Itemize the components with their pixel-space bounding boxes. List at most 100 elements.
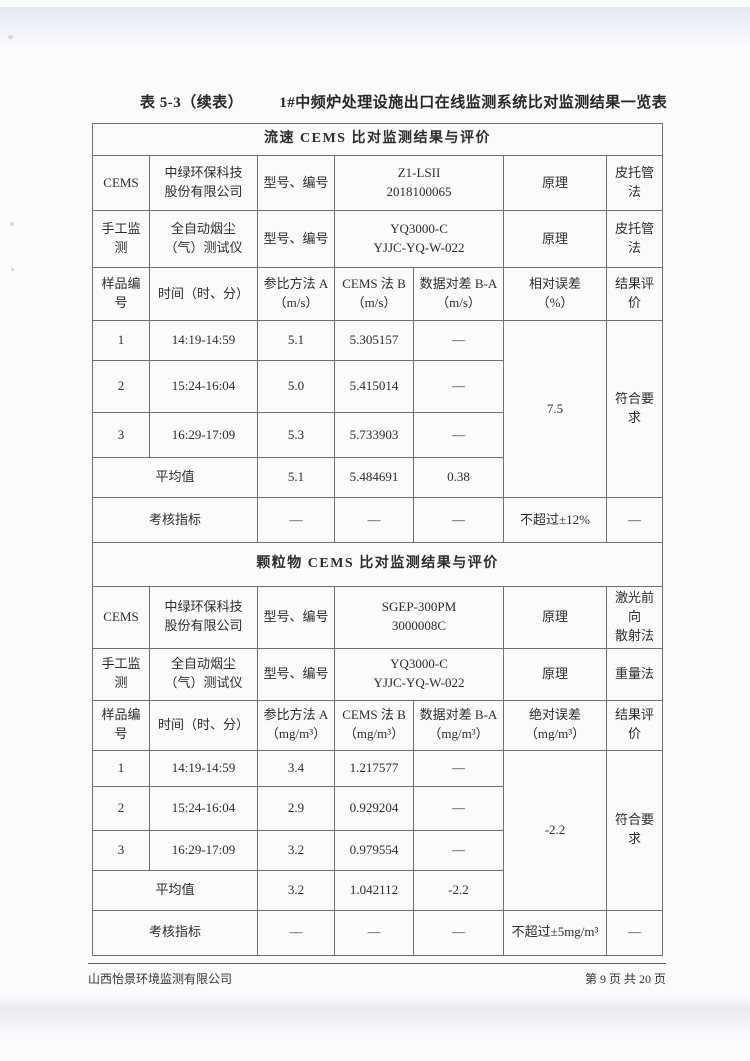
- pm-manual-device-row: 手工监测 全自动烟尘 （气）测试仪 型号、编号 YQ3000-C YJJC-YQ…: [92, 647, 663, 701]
- pm-section-title: 颗粒物 CEMS 比对监测结果与评价: [92, 542, 663, 587]
- diff-value-cell: —: [413, 320, 504, 361]
- col-header-error: 相对误差 （%）: [503, 267, 607, 321]
- ref-value-cell: 5.0: [257, 360, 335, 413]
- col-header-diff: 数据对差 B-A （m/s）: [413, 267, 504, 321]
- average-label-cell: 平均值: [92, 457, 258, 498]
- ref-value-cell: 3.2: [257, 869, 335, 911]
- flow-cems-device-row: CEMS 中绿环保科技 股份有限公司 型号、编号 Z1-LSII 2018100…: [92, 155, 663, 211]
- flow-section-title: 流速 CEMS 比对监测结果与评价: [92, 123, 663, 156]
- result-cell: 符合要求: [606, 749, 663, 911]
- model-label-cell: 型号、编号: [257, 210, 335, 268]
- flow-sample-row: 2 15:24-16:04 5.0 5.415014 —: [92, 360, 663, 413]
- scan-speckle: [10, 222, 14, 226]
- model-value-cell: YQ3000-C YJJC-YQ-W-022: [334, 210, 504, 268]
- flow-sample-row: 1 14:19-14:59 5.1 5.305157 — 7.5 符合要求: [92, 320, 663, 498]
- table-number-label: 表 5-3（续表）: [140, 95, 244, 111]
- time-cell: 14:19-14:59: [149, 749, 258, 787]
- time-cell: 14:19-14:59: [149, 320, 258, 361]
- result-cell: 符合要求: [606, 320, 663, 498]
- diff-value-cell: —: [413, 785, 504, 831]
- average-label-cell: 平均值: [92, 869, 258, 911]
- cems-value-cell: 0.929204: [334, 785, 414, 831]
- ref-value-cell: 5.1: [257, 457, 335, 498]
- ref-value-cell: —: [257, 497, 335, 543]
- cems-comparison-table: 流速 CEMS 比对监测结果与评价 CEMS 中绿环保科技 股份有限公司 型号、…: [92, 123, 663, 956]
- sample-no-cell: 3: [92, 829, 150, 871]
- diff-value-cell: —: [413, 749, 504, 787]
- ref-value-cell: 2.9: [257, 785, 335, 831]
- cems-value-cell: 1.217577: [334, 749, 414, 787]
- cems-value-cell: 1.042112: [334, 869, 414, 911]
- diff-value-cell: -2.2: [413, 869, 504, 911]
- cems-value-cell: —: [334, 909, 414, 956]
- cems-value-cell: 5.484691: [334, 457, 414, 498]
- model-value-cell: SGEP-300PM 3000008C: [334, 586, 504, 649]
- principle-value-cell: 皮托管法: [606, 210, 663, 268]
- cems-value-cell: —: [334, 497, 414, 543]
- pm-section-row: 颗粒物 CEMS 比对监测结果与评价: [92, 542, 663, 587]
- cems-value-cell: 5.733903: [334, 412, 414, 458]
- page-title: 1#中频炉处理设施出口在线监测系统比对监测结果一览表: [279, 95, 668, 111]
- col-header-cems: CEMS 法 B （mg/m³）: [334, 699, 414, 751]
- cems-value-cell: 5.305157: [334, 320, 414, 361]
- flow-section-row: 流速 CEMS 比对监测结果与评价: [92, 123, 663, 156]
- flow-header-row: 样品编号 时间（时、分） 参比方法 A （m/s） CEMS 法 B （m/s）…: [92, 267, 663, 321]
- device-name-cell: 全自动烟尘 （气）测试仪: [149, 210, 258, 268]
- pm-header-row: 样品编号 时间（时、分） 参比方法 A （mg/m³） CEMS 法 B （mg…: [92, 699, 663, 751]
- principle-label-cell: 原理: [503, 647, 607, 701]
- sample-no-cell: 1: [92, 320, 150, 361]
- ref-value-cell: —: [257, 909, 335, 956]
- scan-speckle: [8, 35, 13, 39]
- principle-label-cell: 原理: [503, 586, 607, 649]
- absolute-error-cell: -2.2: [503, 749, 607, 911]
- assessment-limit-cell: 不超过±12%: [503, 497, 607, 543]
- principle-value-cell: 激光前向 散射法: [606, 586, 663, 649]
- diff-value-cell: —: [413, 360, 504, 413]
- col-header-cems: CEMS 法 B （m/s）: [334, 267, 414, 321]
- col-header-time: 时间（时、分）: [149, 267, 258, 321]
- col-header-diff: 数据对差 B-A （mg/m³）: [413, 699, 504, 751]
- result-cell: —: [606, 909, 663, 956]
- device-name-cell: 中绿环保科技 股份有限公司: [149, 155, 258, 211]
- footer-company: 山西怡景环境监测有限公司: [88, 972, 233, 986]
- device-name-cell: 中绿环保科技 股份有限公司: [149, 586, 258, 649]
- assessment-label-cell: 考核指标: [92, 497, 258, 543]
- model-label-cell: 型号、编号: [257, 155, 335, 211]
- flow-assessment-row: 考核指标 — — — 不超过±12% —: [92, 497, 663, 543]
- col-header-result: 结果评价: [606, 267, 663, 321]
- pm-average-row: 平均值 3.2 1.042112 -2.2: [92, 869, 663, 911]
- result-cell: —: [606, 497, 663, 543]
- col-header-ref: 参比方法 A （mg/m³）: [257, 699, 335, 751]
- sample-no-cell: 3: [92, 412, 150, 458]
- assessment-label-cell: 考核指标: [92, 909, 258, 956]
- device-type-cell: CEMS: [92, 155, 150, 211]
- col-header-sample-no: 样品编号: [92, 699, 150, 751]
- time-cell: 15:24-16:04: [149, 360, 258, 413]
- sample-no-cell: 2: [92, 785, 150, 831]
- pm-assessment-row: 考核指标 — — — 不超过±5mg/m³ —: [92, 909, 663, 956]
- model-value-cell: YQ3000-C YJJC-YQ-W-022: [334, 647, 504, 701]
- cems-value-cell: 5.415014: [334, 360, 414, 413]
- ref-value-cell: 3.4: [257, 749, 335, 787]
- pm-sample-row: 1 14:19-14:59 3.4 1.217577 — -2.2 符合要求: [92, 749, 663, 911]
- col-header-error: 绝对误差 （mg/m³）: [503, 699, 607, 751]
- scan-artifact-top: [0, 7, 750, 47]
- scan-artifact-bottom: [0, 997, 750, 1035]
- pm-cems-device-row: CEMS 中绿环保科技 股份有限公司 型号、编号 SGEP-300PM 3000…: [92, 586, 663, 649]
- device-name-cell: 全自动烟尘 （气）测试仪: [149, 647, 258, 701]
- scan-speckle: [11, 268, 14, 271]
- ref-value-cell: 5.3: [257, 412, 335, 458]
- diff-value-cell: —: [413, 412, 504, 458]
- footer-page-number: 第 9 页 共 20 页: [584, 972, 666, 986]
- principle-label-cell: 原理: [503, 155, 607, 211]
- relative-error-cell: 7.5: [503, 320, 607, 498]
- document-title-row: 表 5-3（续表） 1#中频炉处理设施出口在线监测系统比对监测结果一览表: [140, 91, 667, 112]
- principle-label-cell: 原理: [503, 210, 607, 268]
- pm-sample-row: 3 16:29-17:09 3.2 0.979554 —: [92, 829, 663, 871]
- diff-value-cell: —: [413, 909, 504, 956]
- ref-value-cell: 3.2: [257, 829, 335, 871]
- col-header-result: 结果评价: [606, 699, 663, 751]
- cems-value-cell: 0.979554: [334, 829, 414, 871]
- ref-value-cell: 5.1: [257, 320, 335, 361]
- device-type-cell: 手工监测: [92, 210, 150, 268]
